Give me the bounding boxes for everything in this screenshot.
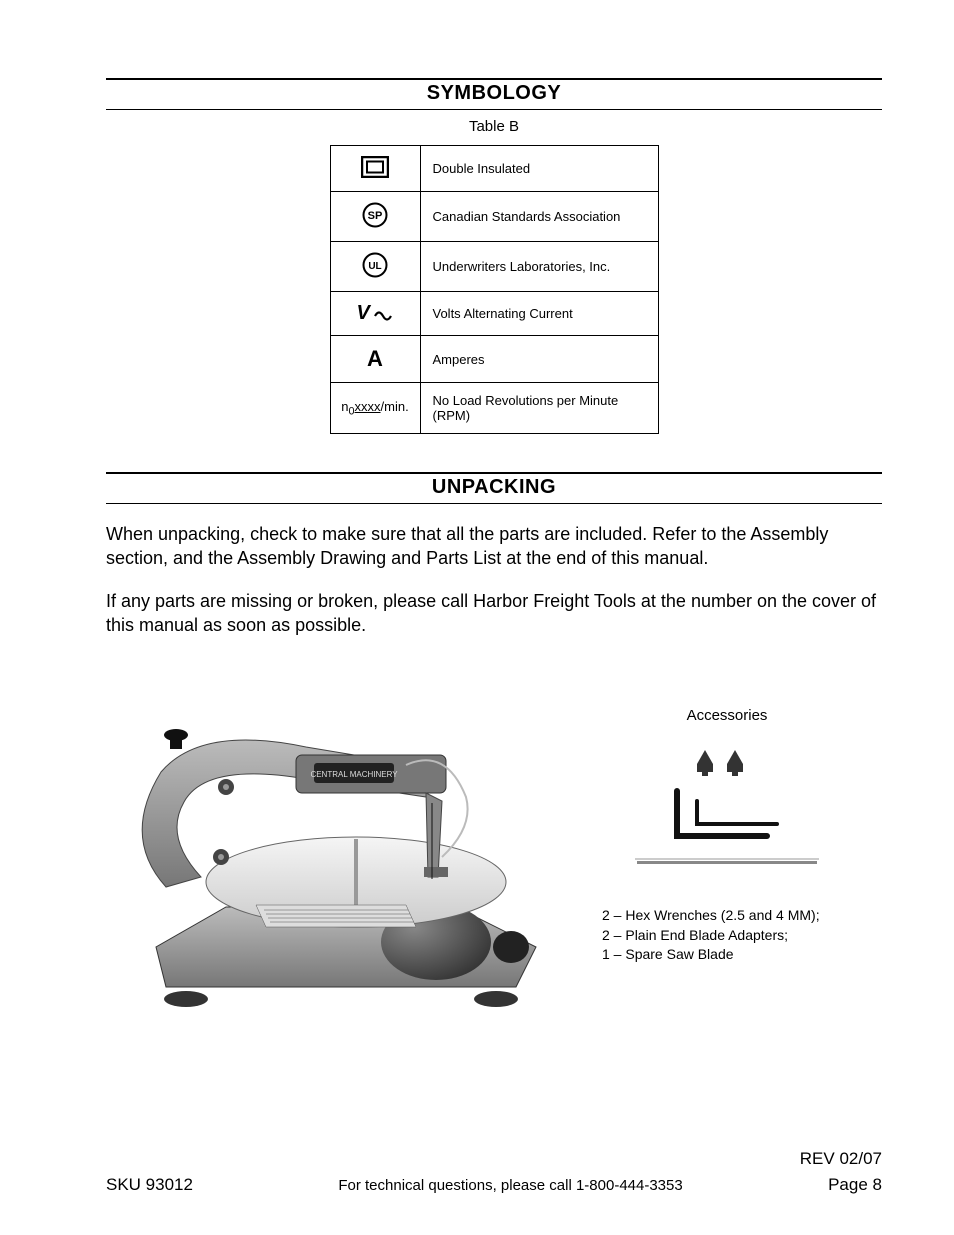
footer-sku: SKU 93012 [106,1175,193,1195]
symbol-desc: Amperes [420,336,658,383]
symbol-rpm: n0xxxx/min. [330,383,420,434]
symbol-double-insulated [330,146,420,192]
symbol-desc: Underwriters Laboratories, Inc. [420,242,658,292]
page-footer: REV 02/07 SKU 93012 For technical questi… [106,1149,882,1195]
table-caption: Table B [106,118,882,135]
table-row: UL Underwriters Laboratories, Inc. [330,242,658,292]
accessories-image [627,736,827,886]
list-item: 2 – Plain End Blade Adapters; [602,926,852,946]
symbol-vac: V [330,292,420,336]
symbol-desc: No Load Revolutions per Minute (RPM) [420,383,658,434]
symbol-amperes: A [330,336,420,383]
table-row: n0xxxx/min. No Load Revolutions per Minu… [330,383,658,434]
section-heading: UNPACKING [106,472,882,504]
accessories-list: 2 – Hex Wrenches (2.5 and 4 MM); 2 – Pla… [602,906,852,965]
unpacking-title: UNPACKING [106,476,882,499]
symbology-title: SYMBOLOGY [106,82,882,105]
symbol-ul: UL [330,242,420,292]
symbol-desc: Volts Alternating Current [420,292,658,336]
accessories-title: Accessories [602,707,852,724]
footer-tech: For technical questions, please call 1-8… [338,1177,682,1194]
list-item: 2 – Hex Wrenches (2.5 and 4 MM); [602,906,852,926]
unpacking-paragraph: When unpacking, check to make sure that … [106,522,882,571]
svg-text:SP: SP [368,210,383,222]
unpacking-paragraph: If any parts are missing or broken, plea… [106,589,882,638]
svg-text:UL: UL [368,261,381,272]
svg-text:CENTRAL MACHINERY: CENTRAL MACHINERY [310,770,398,779]
footer-page: Page 8 [828,1175,882,1195]
list-item: 1 – Spare Saw Blade [602,945,852,965]
footer-rev: REV 02/07 [106,1149,882,1169]
table-row: A Amperes [330,336,658,383]
scroll-saw-image: CENTRAL MACHINERY [106,707,566,1027]
table-row: V Volts Alternating Current [330,292,658,336]
accessories-column: Accessories 2 – Hex Wrenches (2.5 and 4 … [602,707,852,965]
table-row: Double Insulated [330,146,658,192]
table-row: SP Canadian Standards Association [330,192,658,242]
section-heading: SYMBOLOGY [106,78,882,110]
product-area: CENTRAL MACHINERY Accessories [106,707,882,1027]
symbol-csa: SP [330,192,420,242]
symbol-desc: Canadian Standards Association [420,192,658,242]
symbol-desc: Double Insulated [420,146,658,192]
symbology-table: Double Insulated SP Canadian Standards A… [330,145,659,434]
